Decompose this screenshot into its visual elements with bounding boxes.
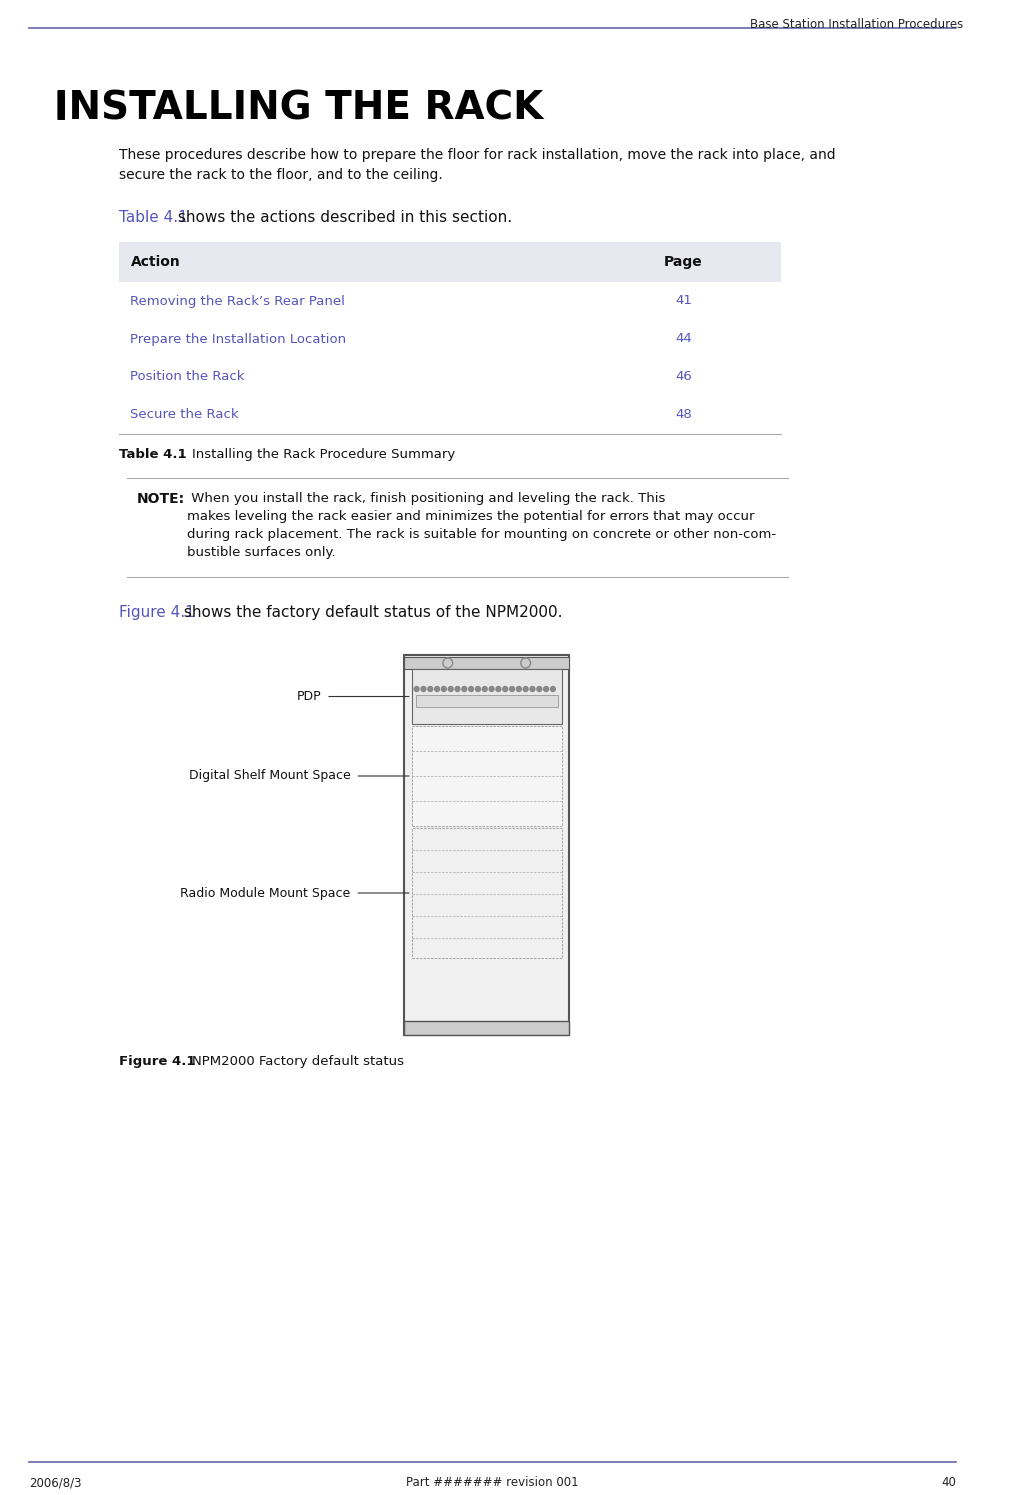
Text: Prepare the Installation Location: Prepare the Installation Location [130,332,346,345]
Circle shape [468,686,473,692]
Text: Base Station Installation Procedures: Base Station Installation Procedures [750,18,962,31]
Bar [403,656,569,668]
Text: Figure 4.1: Figure 4.1 [118,605,194,620]
Circle shape [550,686,555,692]
Text: Position the Rack: Position the Rack [130,371,245,384]
Text: 40: 40 [940,1476,955,1489]
Bar [403,1021,569,1035]
Bar [118,320,779,357]
Text: When you install the rack, finish positioning and leveling the rack. This
makes : When you install the rack, finish positi… [187,492,775,559]
Text: 48: 48 [675,408,692,422]
Text: Table 4.1: Table 4.1 [118,448,186,460]
Circle shape [441,686,446,692]
Text: I: I [54,90,68,129]
Text: 46: 46 [675,371,692,384]
Circle shape [434,686,439,692]
Text: Part ####### revision 001: Part ####### revision 001 [405,1476,578,1489]
Text: Secure the Rack: Secure the Rack [130,408,239,422]
Bar [118,357,779,396]
Circle shape [421,686,426,692]
Text: Table 4.1: Table 4.1 [118,209,187,226]
Bar [118,242,779,283]
Circle shape [428,686,433,692]
Bar [403,655,569,1035]
Bar [416,695,557,707]
Text: shows the actions described in this section.: shows the actions described in this sect… [173,209,512,226]
Text: 44: 44 [675,332,692,345]
Bar [411,727,561,827]
Circle shape [516,686,521,692]
Circle shape [488,686,493,692]
Circle shape [455,686,459,692]
Bar [411,668,561,724]
Circle shape [510,686,514,692]
Circle shape [530,686,535,692]
Circle shape [523,686,528,692]
Text: These procedures describe how to prepare the floor for rack installation, move t: These procedures describe how to prepare… [118,148,834,181]
Bar [118,283,779,320]
Text: Page: Page [663,256,702,269]
Circle shape [461,686,466,692]
Text: Figure 4.1: Figure 4.1 [118,1055,195,1067]
Text: Action: Action [130,256,180,269]
Circle shape [482,686,486,692]
Circle shape [413,686,419,692]
Text: PDP: PDP [296,691,320,703]
Text: shows the factory default status of the NPM2000.: shows the factory default status of the … [179,605,562,620]
Text: NPM2000 Factory default status: NPM2000 Factory default status [175,1055,403,1067]
Bar [118,396,779,434]
Text: 2006/8/3: 2006/8/3 [29,1476,82,1489]
Text: Radio Module Mount Space: Radio Module Mount Space [180,887,350,900]
Text: Installing the Rack Procedure Summary: Installing the Rack Procedure Summary [175,448,455,460]
Text: INSTALLING THE RACK: INSTALLING THE RACK [54,90,542,129]
Text: 41: 41 [675,295,692,308]
Text: Digital Shelf Mount Space: Digital Shelf Mount Space [188,770,350,782]
Circle shape [536,686,541,692]
Circle shape [448,686,453,692]
Circle shape [502,686,508,692]
Circle shape [495,686,500,692]
Text: NOTE:: NOTE: [136,492,184,505]
Text: Removing the Rack’s Rear Panel: Removing the Rack’s Rear Panel [130,295,345,308]
Bar [411,828,561,958]
Circle shape [475,686,480,692]
Circle shape [543,686,548,692]
